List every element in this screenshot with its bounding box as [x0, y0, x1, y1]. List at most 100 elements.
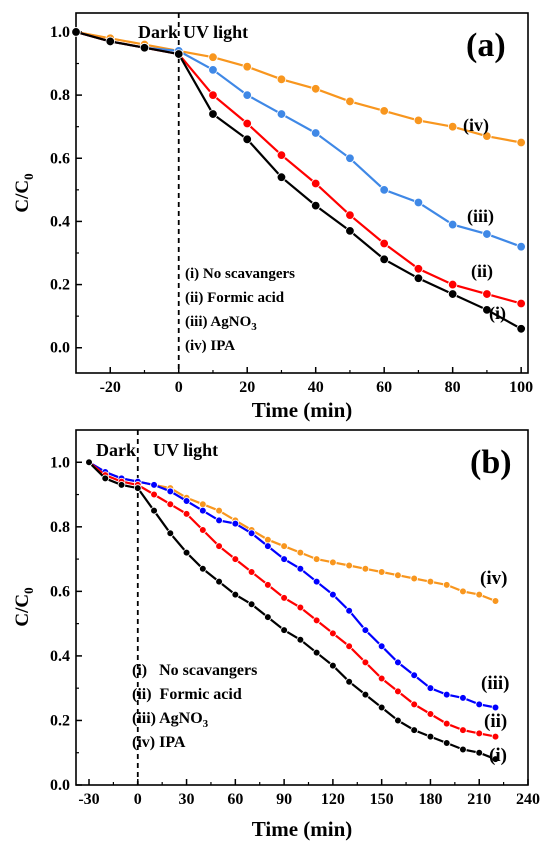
legend-entry: (iii) AgNO3	[132, 710, 209, 730]
y-axis-label-main: C/C	[12, 180, 33, 213]
x-tick-label: 30	[179, 791, 195, 808]
data-point	[459, 745, 467, 754]
dark-region-label: Dark	[138, 22, 178, 42]
data-point	[208, 90, 218, 100]
legend-entry-text: (iii) AgNO	[185, 314, 251, 330]
x-tick-label: 20	[239, 379, 255, 396]
data-point	[394, 571, 402, 580]
data-point	[276, 74, 287, 85]
series-ii: (ii)	[71, 27, 526, 309]
data-point	[264, 542, 272, 550]
data-point	[329, 558, 337, 567]
data-point	[312, 616, 321, 625]
data-point	[459, 694, 467, 702]
data-point	[182, 548, 191, 557]
data-point	[442, 739, 451, 747]
y-tick-label: 0.8	[50, 519, 70, 536]
y-tick-label: 0.4	[50, 213, 70, 230]
data-point	[426, 732, 435, 741]
data-point	[312, 555, 321, 563]
legend-entry: (i) No scavangers	[132, 662, 257, 679]
data-point	[516, 241, 526, 252]
data-point	[264, 535, 272, 544]
legend-entry-sub: 3	[203, 718, 209, 730]
legend-entry: (i) No scavangers	[185, 266, 295, 282]
data-point	[199, 526, 207, 534]
x-tick-label: 0	[134, 791, 142, 808]
data-point	[475, 748, 484, 757]
data-point	[215, 542, 223, 550]
data-point	[426, 684, 435, 692]
light-region-label: UV light	[153, 440, 218, 460]
data-point	[310, 84, 321, 94]
data-point	[310, 128, 321, 138]
y-axis-label-main: C/C	[12, 594, 33, 627]
data-point	[296, 635, 305, 644]
data-point	[208, 65, 218, 75]
light-region-label: UV light	[183, 22, 248, 42]
data-point	[394, 687, 402, 696]
data-point	[379, 106, 389, 116]
legend: (i) No scavangers (ii) Formic acid (iii) A…	[185, 266, 295, 354]
data-point	[345, 96, 355, 107]
data-point	[208, 109, 218, 119]
y-tick-label: 0.6	[50, 150, 70, 167]
data-point	[150, 490, 158, 499]
data-point	[280, 542, 288, 550]
y-tick-label: 1.0	[50, 24, 70, 41]
data-point	[475, 729, 484, 738]
legend-entry: (iv) IPA	[185, 338, 235, 354]
data-point	[516, 324, 526, 334]
data-point	[133, 484, 142, 492]
series-tag: (iii)	[467, 206, 494, 227]
data-point	[413, 197, 424, 208]
data-point	[231, 555, 240, 563]
data-point	[208, 52, 218, 62]
data-point	[247, 600, 256, 609]
legend-entry: (iii) AgNO3	[185, 314, 257, 333]
data-point	[215, 516, 223, 525]
x-tick-label: 180	[418, 791, 442, 808]
data-point	[182, 510, 191, 518]
data-point	[491, 732, 500, 741]
data-point	[361, 564, 370, 573]
data-point	[413, 273, 424, 283]
data-point	[117, 481, 126, 489]
data-point	[215, 577, 223, 586]
legend-entry: (ii) Formic acid	[132, 686, 242, 703]
series-tag: (iii)	[481, 673, 510, 694]
y-tick-label: 0.0	[50, 777, 70, 794]
data-point	[361, 690, 370, 699]
legend-entry-text: (i) No scavangers	[185, 266, 295, 282]
data-point	[410, 726, 418, 734]
data-point	[105, 36, 115, 47]
series-iv: (iv)	[85, 458, 507, 605]
data-point	[101, 474, 110, 483]
legend-entry-text: (iii) AgNO	[132, 710, 203, 727]
legend-entry-text: (iv) IPA	[132, 734, 186, 751]
data-point	[150, 481, 158, 489]
data-point	[242, 61, 252, 72]
data-point	[199, 506, 207, 515]
data-point	[280, 594, 288, 602]
series-iv: (iv)	[71, 27, 526, 148]
data-point	[231, 519, 240, 528]
data-point	[410, 671, 418, 680]
panel-label: (b)	[470, 444, 512, 481]
series-iii: (iii)	[71, 27, 526, 252]
legend-entry-text: (ii) Formic acid	[132, 686, 242, 703]
data-point	[394, 658, 402, 667]
data-point	[329, 661, 337, 670]
series-tag: (iv)	[463, 115, 489, 136]
x-tick-label: 90	[276, 791, 292, 808]
data-point	[182, 497, 191, 505]
series-line	[75, 30, 522, 248]
series-ii: (ii)	[85, 458, 507, 741]
data-point	[377, 642, 386, 651]
x-axis-label: Time (min)	[252, 817, 353, 841]
data-point	[377, 674, 386, 683]
legend-entry-text: (iv) IPA	[185, 338, 235, 354]
legend-entry: (ii) Formic acid	[185, 290, 285, 306]
x-tick-label: 80	[445, 379, 461, 396]
data-point	[345, 153, 355, 163]
